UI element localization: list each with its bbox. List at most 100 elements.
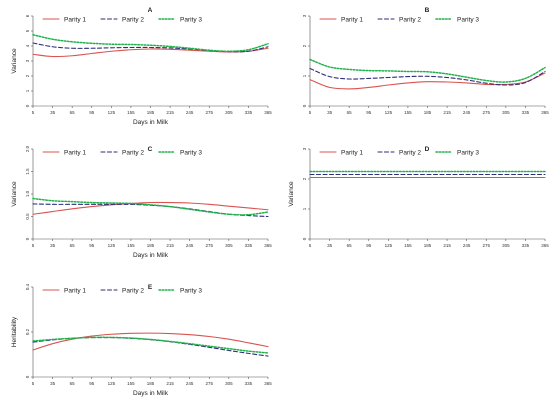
x-tick-label: 125 (108, 110, 116, 115)
x-tick-label: 335 (245, 243, 253, 248)
legend-label-parity-2: Parity 2 (122, 287, 144, 294)
y-tick-label: 0 (25, 237, 30, 240)
panel-title: C (148, 146, 153, 153)
y-tick-label: 2 (302, 177, 307, 180)
y-axis-title: Variance (11, 48, 18, 74)
x-tick-label: 125 (108, 381, 116, 386)
x-tick-label: 95 (89, 381, 95, 386)
x-tick-label: 275 (205, 243, 213, 248)
x-tick-label: 65 (347, 243, 353, 248)
x-tick-label: 365 (264, 243, 272, 248)
y-tick-label: 0.2 (25, 328, 30, 335)
x-tick-label: 5 (32, 243, 35, 248)
panel-c: C 5 35 65 95 125 155 185 215 245 275 305 335 365 0 0.5 1… (11, 145, 272, 259)
x-tick-label: 35 (327, 243, 333, 248)
x-tick-label: 65 (70, 110, 76, 115)
x-tick-label: 365 (264, 110, 272, 115)
x-axis-title: Days in Milk (133, 119, 169, 126)
y-tick-label: 1.0 (25, 190, 30, 197)
y-tick-label: 0 (25, 375, 30, 378)
y-tick-label: 6 (25, 14, 30, 17)
x-tick-label: 275 (205, 381, 213, 386)
y-axis-title: Variance (11, 181, 18, 207)
x-tick-label: 305 (225, 243, 233, 248)
y-tick-label: 5 (25, 29, 30, 32)
x-tick-label: 95 (366, 243, 372, 248)
x-tick-label: 35 (50, 381, 56, 386)
x-tick-label: 155 (404, 243, 412, 248)
x-tick-label: 335 (522, 243, 530, 248)
y-tick-label: 2 (302, 44, 307, 47)
legend-label-parity-2: Parity 2 (122, 149, 144, 156)
panel-title: D (425, 146, 430, 153)
y-tick-label: 0 (302, 237, 307, 240)
x-tick-label: 5 (309, 243, 312, 248)
x-tick-label: 215 (443, 110, 451, 115)
x-tick-label: 35 (50, 243, 56, 248)
x-tick-label: 65 (70, 243, 76, 248)
x-tick-label: 185 (147, 243, 155, 248)
x-tick-label: 215 (166, 381, 174, 386)
series-line-parity-2 (309, 67, 546, 86)
x-tick-label: 185 (424, 110, 432, 115)
x-tick-label: 305 (225, 381, 233, 386)
x-tick-label: 185 (147, 381, 155, 386)
x-tick-label: 125 (385, 243, 393, 248)
y-tick-label: 0 (25, 104, 30, 107)
panel-d: D 5 35 65 95 125 155 185 215 245 275 305 335 365 0 1 2 3 V… (288, 146, 549, 248)
series-line-parity-3 (32, 34, 269, 53)
panel-e: E 5 35 65 95 125 155 185 215 245 275 305 335 365 0 0.2 0… (11, 283, 272, 397)
x-tick-label: 5 (32, 381, 35, 386)
legend-label-parity-3: Parity 3 (180, 16, 202, 23)
legend-label-parity-2: Parity 2 (122, 16, 144, 23)
x-tick-label: 215 (443, 243, 451, 248)
x-tick-label: 365 (541, 243, 549, 248)
legend-label-parity-1: Parity 1 (64, 149, 86, 156)
x-tick-label: 35 (327, 110, 333, 115)
panel-title: A (148, 7, 153, 14)
x-tick-label: 5 (32, 110, 35, 115)
x-tick-label: 155 (127, 381, 135, 386)
x-tick-label: 215 (166, 243, 174, 248)
legend-label-parity-2: Parity 2 (399, 149, 421, 156)
legend-label-parity-1: Parity 1 (341, 16, 363, 23)
legend-label-parity-1: Parity 1 (341, 149, 363, 156)
x-tick-label: 245 (186, 110, 194, 115)
x-tick-label: 65 (70, 381, 76, 386)
series-line-parity-2 (32, 42, 269, 53)
x-tick-label: 155 (127, 243, 135, 248)
y-tick-label: 4 (25, 44, 30, 47)
y-tick-label: 0.5 (25, 213, 30, 220)
x-tick-label: 245 (186, 243, 194, 248)
x-tick-label: 95 (89, 110, 95, 115)
y-tick-label: 0.4 (25, 283, 30, 290)
x-tick-label: 95 (366, 110, 372, 115)
x-tick-label: 305 (225, 110, 233, 115)
x-tick-label: 275 (482, 110, 490, 115)
x-tick-label: 125 (385, 110, 393, 115)
series-line-parity-1 (309, 72, 546, 90)
panel-b: B 5 35 65 95 125 155 185 215 245 275 305 335 365 0 1 2 3 P… (302, 7, 549, 115)
x-tick-label: 305 (502, 243, 510, 248)
panel-a: A5 35 65 95 125 155 185 215 245 275 305 335 36501234… (11, 7, 272, 126)
y-tick-label: 3 (25, 59, 30, 62)
x-tick-label: 95 (89, 243, 95, 248)
x-tick-label: 5 (309, 110, 312, 115)
y-tick-label: 1 (302, 207, 307, 210)
series-line-parity-3 (32, 336, 269, 354)
x-tick-label: 125 (108, 243, 116, 248)
x-tick-label: 155 (127, 110, 135, 115)
x-tick-label: 215 (166, 110, 174, 115)
legend-label-parity-3: Parity 3 (457, 16, 479, 23)
series-line-parity-1 (32, 201, 269, 215)
y-tick-label: 1.5 (25, 168, 30, 175)
x-axis-title: Days in Milk (133, 252, 169, 259)
y-tick-label: 2.0 (25, 145, 30, 152)
y-axis-title: Variance (288, 181, 295, 207)
legend-label-parity-2: Parity 2 (399, 16, 421, 23)
panel-title: B (425, 7, 430, 14)
series-line-parity-1 (32, 332, 269, 351)
x-tick-label: 305 (502, 110, 510, 115)
legend-label-parity-3: Parity 3 (180, 287, 202, 294)
